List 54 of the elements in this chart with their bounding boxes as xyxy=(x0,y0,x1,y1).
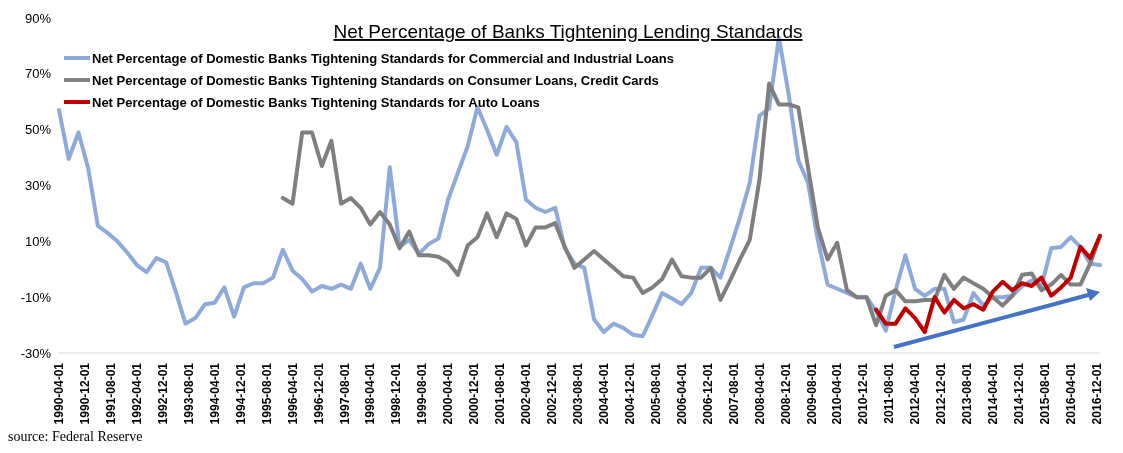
x-tick-label: 2007-08-01 xyxy=(726,362,741,425)
x-tick-label: 1995-08-01 xyxy=(259,362,274,425)
x-tick-label: 2012-04-01 xyxy=(908,362,923,425)
x-tick-label: 2011-08-01 xyxy=(882,362,897,424)
x-tick-label: 1999-08-01 xyxy=(415,362,430,425)
x-tick-label: 1998-12-01 xyxy=(389,362,404,425)
source-note: source: Federal Reserve xyxy=(8,429,143,444)
x-tick-label: 2003-08-01 xyxy=(571,362,585,425)
x-tick-label: 1996-04-01 xyxy=(285,362,300,425)
line-series xyxy=(874,233,1102,335)
y-tick-label: 30% xyxy=(24,178,52,194)
y-tick-label: 90% xyxy=(24,10,52,26)
x-tick-label: 2010-04-01 xyxy=(830,362,845,425)
x-tick-label: 2006-04-01 xyxy=(674,362,689,425)
x-tick-label: 2002-12-01 xyxy=(545,362,560,425)
x-tick-label: 1993-08-01 xyxy=(181,362,196,425)
x-tick-label: 2009-08-01 xyxy=(804,362,819,425)
x-tick-label: 2008-12-01 xyxy=(778,362,793,425)
x-tick-label: 1992-12-01 xyxy=(156,362,171,425)
legend-label: Net Percentage of Domestic Banks Tightening Standards on Consumer Loans, Credit Cards xyxy=(92,72,659,88)
x-tick-label: 2010-12-01 xyxy=(856,362,871,425)
x-tick-label: 2000-12-01 xyxy=(467,362,482,425)
y-tick-label: 10% xyxy=(24,233,52,249)
chart-title: Net Percentage of Banks Tightening Lending Standards xyxy=(333,21,803,42)
y-tick-label: -30% xyxy=(20,345,52,361)
x-tick-label: 2014-12-01 xyxy=(1012,362,1027,425)
x-tick-label: 2001-08-01 xyxy=(493,362,508,425)
x-tick-label: 1997-08-01 xyxy=(337,362,352,425)
x-tick-label: 1990-04-01 xyxy=(52,362,67,425)
x-tick-label: 2016-04-01 xyxy=(1063,362,1078,425)
x-tick-label: 1990-12-01 xyxy=(78,362,93,425)
x-tick-label: 2013-08-01 xyxy=(960,362,975,425)
x-tick-label: 1998-04-01 xyxy=(363,362,378,425)
legend-label: Net Percentage of Domestic Banks Tightening Standards for Commercial and Industrial Loans xyxy=(92,50,674,66)
x-tick-label: 2006-12-01 xyxy=(700,362,715,425)
x-tick-label: 2008-04-01 xyxy=(752,362,767,425)
legend-label: Net Percentage of Domestic Banks Tightening Standards for Auto Loans xyxy=(92,94,540,110)
x-tick-label: 1991-08-01 xyxy=(104,362,119,425)
x-tick-label: 1992-04-01 xyxy=(130,362,145,425)
x-tick-label: 1996-12-01 xyxy=(311,362,326,425)
y-tick-label: 70% xyxy=(24,66,52,82)
x-tick-label: 2004-12-01 xyxy=(622,362,637,425)
x-tick-label: 2015-08-01 xyxy=(1037,362,1052,425)
x-tick-label: 2005-08-01 xyxy=(648,362,663,425)
x-tick-label: 2016-12-01 xyxy=(1089,362,1104,425)
y-tick-label: -10% xyxy=(20,289,52,305)
x-tick-label: 1994-12-01 xyxy=(233,362,248,425)
x-tick-label: 2014-04-01 xyxy=(986,362,1001,425)
x-tick-label: 2004-04-01 xyxy=(596,362,611,425)
y-tick-label: 50% xyxy=(24,122,52,138)
x-tick-label: 2002-04-01 xyxy=(519,362,534,425)
x-tick-label: 2000-04-01 xyxy=(441,362,456,425)
x-tick-label: 2012-12-01 xyxy=(934,362,949,425)
x-tick-label: 1994-04-01 xyxy=(207,362,222,425)
